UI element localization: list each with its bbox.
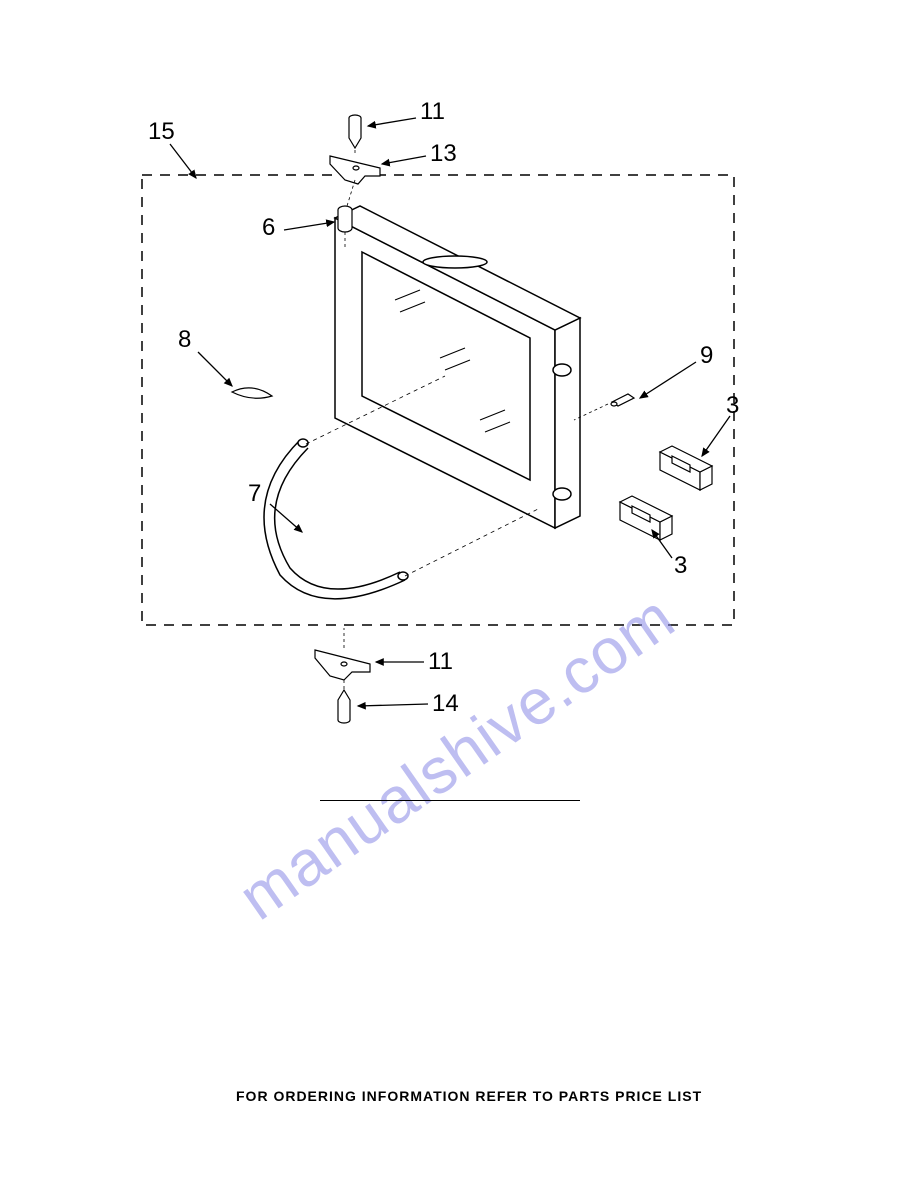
door-frame [335,206,580,528]
part-8-detached [232,388,272,398]
part-13-bracket [330,156,380,184]
callout-3-lower: 3 [674,552,687,580]
part-7-handle [264,439,408,599]
part-6-pin [338,206,352,232]
callout-13: 13 [430,140,457,168]
divider-line [320,800,580,801]
part-11-screw-top [349,115,361,148]
callout-14: 14 [432,690,459,718]
callout-11-top: 11 [420,98,445,126]
page-root: 15 11 13 6 8 9 3 7 3 11 14 manualshive.c… [0,0,918,1188]
footer-text: FOR ORDERING INFORMATION REFER TO PARTS … [236,1088,702,1104]
part-3-latch-lower [620,496,672,540]
part-11-bracket-bottom [315,650,370,680]
part-14-screw-bottom [338,690,350,723]
part-9-hinge-pin [611,394,634,406]
callout-11-bottom: 11 [428,648,453,676]
callout-8: 8 [178,326,191,354]
parts-diagram [0,0,918,1188]
callout-7: 7 [248,480,261,508]
callout-9: 9 [700,342,713,370]
callout-3-upper: 3 [726,392,739,420]
callout-15: 15 [148,118,175,146]
callout-6: 6 [262,214,275,242]
